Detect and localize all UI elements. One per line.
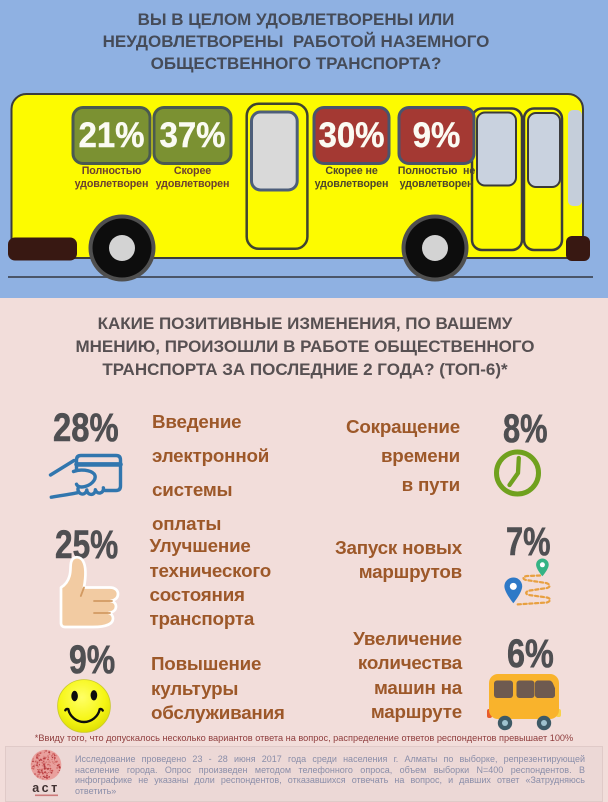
- svg-text:аст: аст: [32, 781, 60, 795]
